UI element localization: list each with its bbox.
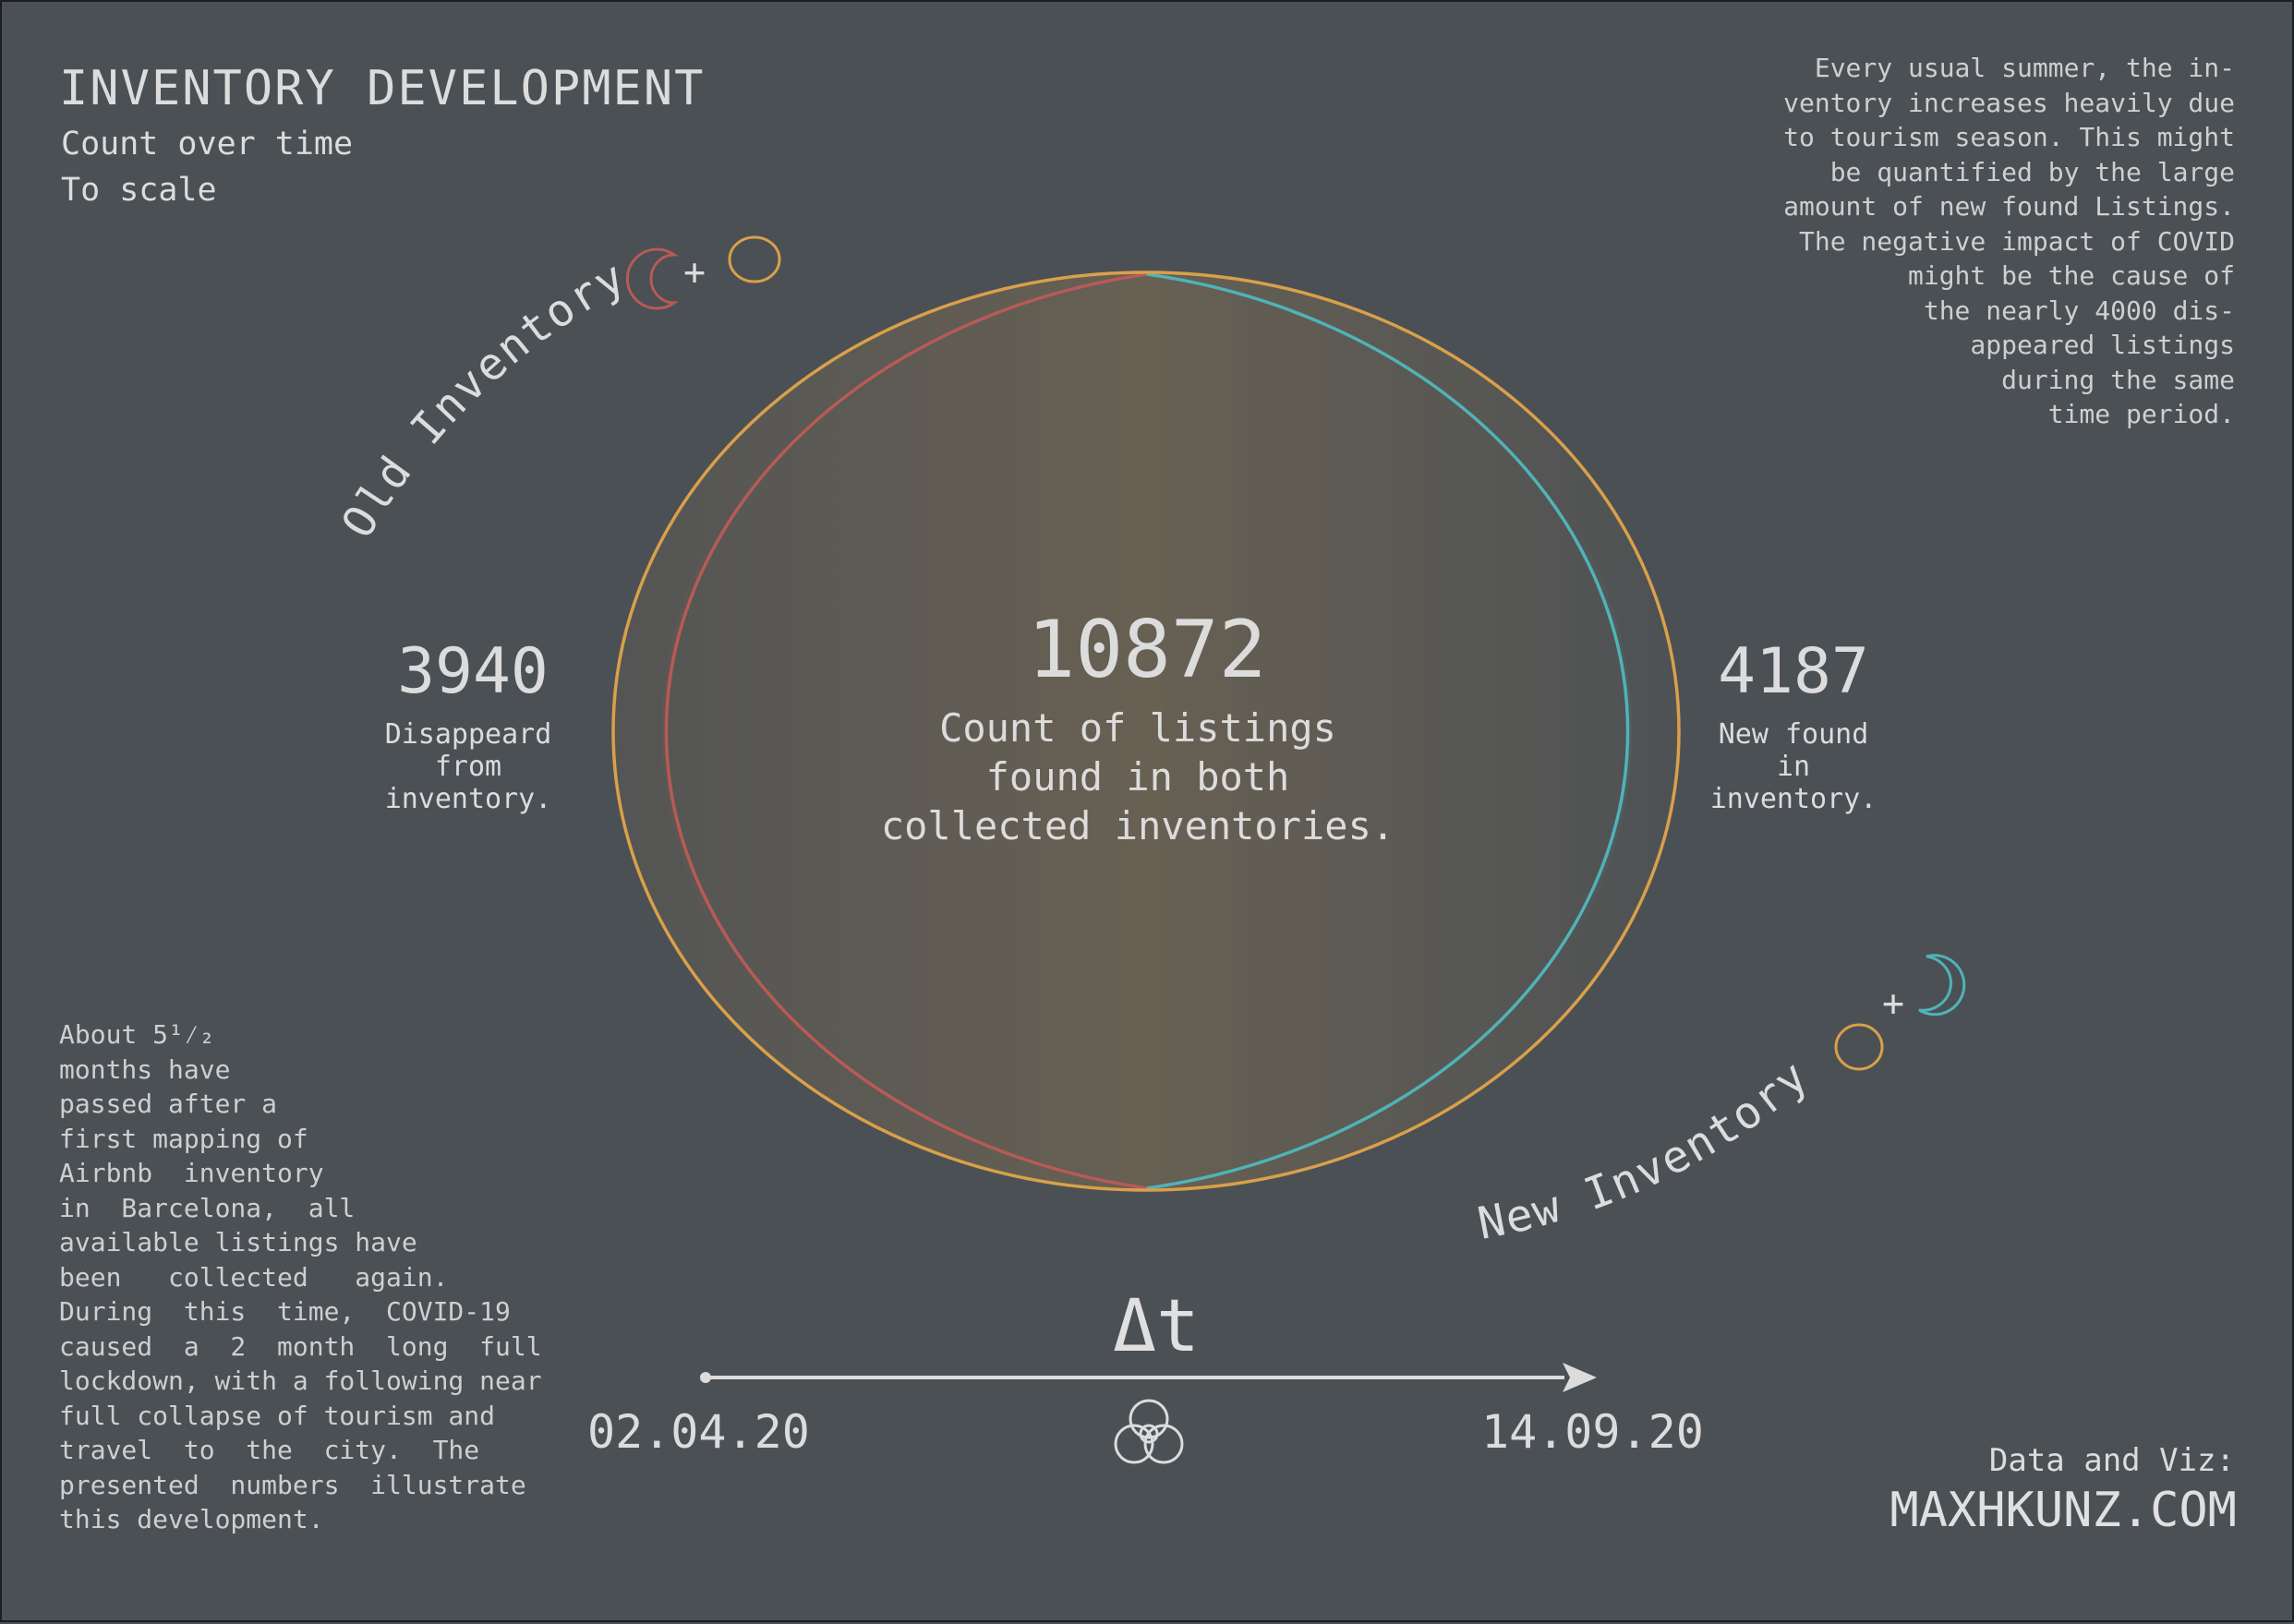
annotation-line: Every usual summer, the in- bbox=[1814, 53, 2235, 83]
annotation-line: appeared listings bbox=[1970, 330, 2235, 360]
new-inventory-label: New Inventory bbox=[1474, 1050, 1819, 1250]
annotation-line: months have bbox=[59, 1053, 231, 1085]
old-inventory-label: Old Inventory bbox=[332, 250, 634, 547]
both-count: 10872 bbox=[1027, 604, 1267, 696]
subtitle-line: Count over time bbox=[61, 126, 354, 162]
annotation-line: ventory increases heavily due bbox=[1783, 87, 2235, 118]
start-date: 02.04.20 bbox=[587, 1405, 810, 1459]
new-legend-symbol: + bbox=[1834, 954, 1966, 1071]
new-inventory-outline bbox=[1146, 272, 1630, 1190]
plus-icon: + bbox=[1882, 982, 1904, 1025]
timeline-arrow bbox=[700, 1363, 1597, 1392]
annotation-line: be quantified by the large bbox=[1829, 156, 2235, 187]
description-line: inventory. bbox=[384, 783, 552, 815]
annotation-line: been collected again. bbox=[59, 1261, 449, 1293]
annotation-line: travel to the city. The bbox=[59, 1435, 480, 1465]
page-title: INVENTORY DEVELOPMENT bbox=[59, 61, 706, 116]
credit-website: MAXHKUNZ.COM bbox=[1890, 1483, 2237, 1538]
annotation-line: amount of new found Listings. bbox=[1783, 191, 2235, 222]
old-legend-symbol: + bbox=[625, 235, 781, 310]
annotation-line: to tourism season. This might bbox=[1783, 122, 2235, 152]
annotation-line: this development. bbox=[59, 1504, 324, 1534]
left-annotation: About 5¹⁄₂ months have passed after a fi… bbox=[59, 1017, 542, 1537]
old-inventory-outline bbox=[664, 272, 1148, 1190]
crescent-icon bbox=[1918, 954, 1966, 1017]
annotation-line: in Barcelona, all bbox=[59, 1192, 356, 1223]
description-line: in bbox=[1776, 751, 1811, 783]
description-line: from bbox=[434, 751, 502, 783]
annotation-line: The negative impact of COVID bbox=[1798, 225, 2235, 257]
both-description: Count of listings found in both collecte… bbox=[824, 704, 1452, 850]
disappeared-count: 3940 bbox=[397, 635, 549, 708]
annotation-line: Airbnb inventory bbox=[59, 1158, 324, 1188]
plus-icon: + bbox=[683, 251, 706, 294]
right-annotation: Every usual summer, the in- ventory incr… bbox=[1783, 51, 2235, 432]
credit-label: Data and Viz: bbox=[1988, 1442, 2235, 1479]
description-line: inventory. bbox=[1709, 783, 1877, 815]
annotation-line: lockdown, with a following near bbox=[59, 1365, 542, 1396]
circle-icon bbox=[1834, 1023, 1884, 1071]
circle-icon bbox=[728, 235, 781, 283]
annotation-line: caused a 2 month long full bbox=[59, 1330, 542, 1362]
description-line: New found bbox=[1718, 718, 1869, 751]
annotation-line: time period. bbox=[2047, 399, 2235, 429]
description-line: found in both bbox=[985, 754, 1290, 800]
end-date: 14.09.20 bbox=[1481, 1405, 1704, 1459]
biohazard-icon bbox=[1114, 1399, 1184, 1464]
new-found-count: 4187 bbox=[1718, 635, 1869, 708]
crescent-icon bbox=[625, 247, 679, 310]
new-found-description: New found in inventory. bbox=[1655, 718, 1932, 815]
disappeared-description: Disappeard from inventory. bbox=[334, 718, 602, 815]
annotation-line: passed after a bbox=[59, 1089, 278, 1119]
annotation-line: during the same bbox=[2001, 364, 2235, 395]
annotation-line: During this time, COVID-19 bbox=[59, 1296, 511, 1327]
annotation-line: presented numbers illustrate bbox=[59, 1469, 526, 1500]
overlap-region bbox=[613, 272, 1679, 1190]
annotation-line: About 5¹⁄₂ bbox=[59, 1019, 215, 1050]
subtitle-line: To scale bbox=[61, 172, 217, 209]
delta-t-label: Δt bbox=[1113, 1285, 1200, 1368]
description-line: collected inventories. bbox=[880, 803, 1395, 848]
description-line: Disappeard bbox=[384, 718, 552, 751]
annotation-line: full collapse of tourism and bbox=[59, 1400, 496, 1431]
annotation-line: available listings have bbox=[59, 1227, 417, 1257]
annotation-line: first mapping of bbox=[59, 1123, 308, 1154]
description-line: Count of listings bbox=[939, 705, 1336, 751]
annotation-line: might be the cause of bbox=[1907, 260, 2235, 291]
annotation-line: the nearly 4000 dis- bbox=[1923, 295, 2235, 326]
overlap-outline bbox=[611, 271, 1681, 1192]
